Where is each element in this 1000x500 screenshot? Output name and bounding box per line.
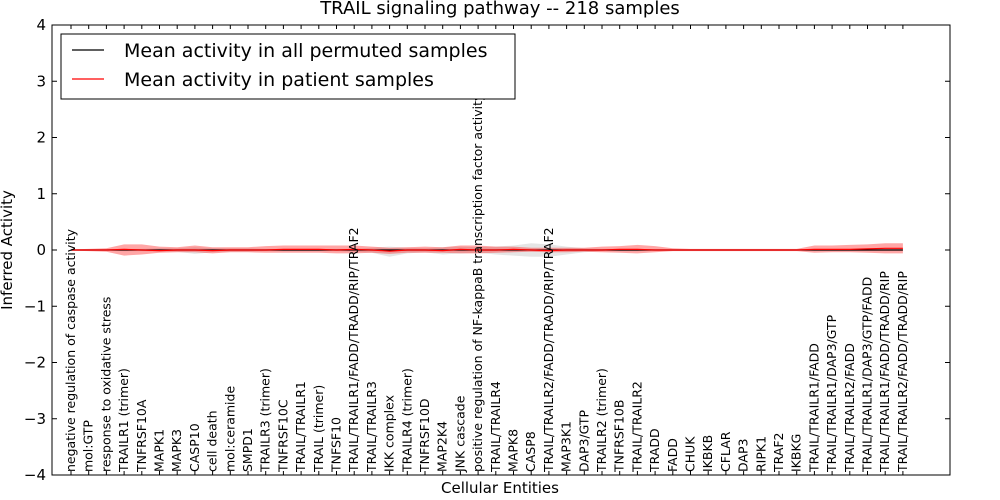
- category-label: MAPK8: [506, 429, 521, 472]
- category-label: mol:GTP: [81, 420, 96, 472]
- category-label: IKBKG: [789, 434, 804, 472]
- category-label: CASP8: [523, 431, 538, 472]
- category-label: mol:ceramide: [222, 386, 237, 472]
- y-tick-label: −2: [24, 354, 46, 372]
- category-labels: negative regulation of caspase activity m…: [63, 25, 910, 475]
- legend: Mean activity in all permuted samples Me…: [60, 33, 516, 100]
- chart-title: TRAIL signaling pathway -- 218 samples: [319, 0, 680, 19]
- y-tick-label: 3: [36, 72, 46, 90]
- legend-box: [60, 33, 516, 100]
- category-label: CHUK: [683, 436, 698, 472]
- category-label: TRAIL/TRAILR1/DAP3/GTP/FADD: [860, 277, 875, 473]
- category-label: MAPK1: [152, 429, 167, 472]
- category-label: DAP3: [736, 439, 751, 472]
- category-label: TRAIL/TRAILR3: [364, 381, 379, 473]
- category-label: CASP10: [187, 423, 202, 472]
- category-label: IKBKB: [700, 435, 715, 472]
- plot-area: [71, 243, 903, 257]
- category-label: DAP3/GTP: [576, 409, 591, 472]
- category-label: IKK complex: [382, 395, 397, 472]
- x-axis-label: Cellular Entities: [441, 479, 559, 497]
- category-label: TRAIL/TRAILR1: [293, 381, 308, 473]
- category-label: TRAIL/TRAILR1/FADD: [806, 343, 821, 473]
- category-label: TNFRSF10B: [612, 400, 627, 473]
- category-label: RIPK1: [753, 436, 768, 472]
- category-label: TRAIL/TRAILR2: [629, 381, 644, 473]
- y-axis: 4 3 2 1 0 −1 −2 −3 −4: [24, 16, 950, 484]
- category-label: FADD: [665, 438, 680, 472]
- y-tick-label: −1: [24, 297, 46, 315]
- y-tick-label: −4: [24, 466, 46, 484]
- category-label: TRAIL/TRAILR4: [488, 381, 503, 473]
- category-label: TNFRSF10D: [417, 398, 432, 473]
- category-label: TRAF2: [771, 432, 786, 473]
- category-label: MAP3K1: [559, 421, 574, 472]
- category-label: TRAIL (trimer): [311, 385, 326, 473]
- category-label: TRAILR2 (trimer): [594, 368, 609, 473]
- category-label: SMPD1: [240, 428, 255, 472]
- category-label: TRAIL/TRAILR2/FADD/TRADD/RIP/TRAF2: [541, 227, 556, 473]
- y-tick-label: 4: [36, 16, 46, 34]
- category-label: MAP2K4: [435, 421, 450, 472]
- category-label: cell death: [205, 410, 220, 472]
- category-label: TRAILR1 (trimer): [116, 368, 131, 473]
- category-label: TRAILR4 (trimer): [399, 368, 414, 473]
- category-label: TRAIL/TRAILR1/FADD/TRADD/RIP: [877, 271, 892, 473]
- y-tick-label: 2: [36, 129, 46, 147]
- category-label: TRADD: [647, 428, 662, 473]
- category-label: TNFSF10: [329, 417, 344, 473]
- category-label: JNK cascade: [452, 395, 467, 473]
- y-axis-label: Inferred Activity: [0, 190, 16, 310]
- category-label: TNFRSF10A: [134, 399, 149, 473]
- category-label: TRAILR3 (trimer): [258, 368, 273, 473]
- legend-label-patient: Mean activity in patient samples: [124, 69, 434, 91]
- category-label: TRAIL/TRAILR1/DAP3/GTP: [824, 314, 839, 473]
- category-label: TRAIL/TRAILR2/FADD: [842, 343, 857, 473]
- category-label: positive regulation of NF-kappaB transcr…: [470, 93, 485, 472]
- category-label: response to oxidative stress: [98, 297, 113, 472]
- category-label: TRAIL/TRAILR1/FADD/TRADD/RIP/TRAF2: [346, 227, 361, 473]
- category-label: negative regulation of caspase activity: [63, 228, 78, 472]
- category-label: TRAIL/TRAILR2/FADD/TRADD/RIP: [895, 271, 910, 473]
- y-tick-label: 1: [36, 185, 46, 203]
- patient-line: [71, 247, 903, 252]
- category-label: CFLAR: [718, 431, 733, 472]
- y-tick-label: 0: [36, 241, 46, 259]
- category-label: TNFRSF10C: [275, 399, 290, 473]
- y-tick-label: −3: [24, 410, 46, 428]
- legend-label-permuted: Mean activity in all permuted samples: [124, 40, 487, 62]
- category-label: MAPK3: [169, 429, 184, 472]
